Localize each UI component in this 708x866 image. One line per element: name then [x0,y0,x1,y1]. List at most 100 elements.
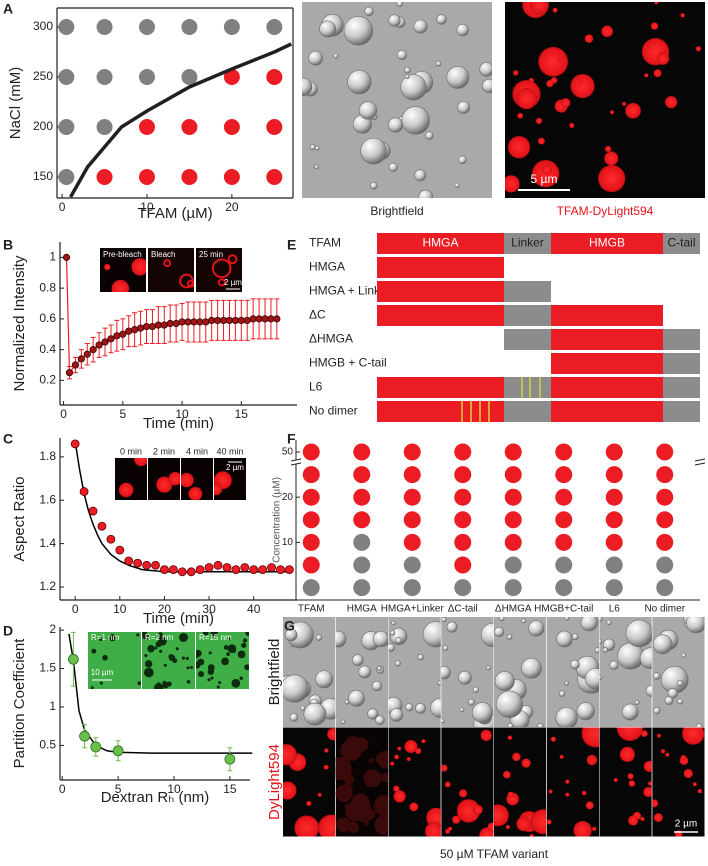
data-point [223,119,240,135]
droplet [227,644,237,653]
droplet [644,73,649,78]
droplet [441,764,448,772]
droplet [665,752,670,757]
droplet [573,820,592,837]
droplet [217,278,226,287]
droplet [564,680,570,686]
phase-dot [353,443,371,461]
y-tick-label: 20 [282,492,294,503]
droplet [181,656,185,660]
droplet [210,632,216,637]
droplet [185,656,189,661]
droplet [441,665,451,680]
micrograph [283,727,336,837]
x-tick-label: HMGA [347,604,377,615]
micrograph [196,248,242,292]
phase-dot [353,511,371,529]
phase-dot [605,443,623,461]
droplet [186,279,194,288]
x-tick-label: 10 [167,782,181,796]
micrograph [148,458,180,500]
droplet [241,642,247,648]
image-caption: TFAM-DyLight594 [557,204,654,218]
axis-break [291,460,301,464]
droplet [283,781,297,800]
data-point [168,565,178,575]
domain-bar [551,377,663,398]
droplet [486,665,491,671]
domain-bar [551,305,663,326]
x-tick-label: 15 [235,407,249,421]
droplet [653,813,663,822]
droplet [599,639,603,645]
droplet [437,680,441,686]
data-point [195,565,205,575]
droplet [227,254,238,265]
droplet [643,760,652,772]
micrograph [652,617,705,727]
droplet [314,145,320,151]
droplet [507,723,514,727]
axis-break [290,458,302,466]
droplet [481,78,492,94]
phase-dot [302,443,320,461]
droplet [341,783,353,796]
droplet [210,676,214,680]
droplet [396,49,408,61]
domain-bar [504,401,551,422]
droplet [446,621,458,633]
droplet [697,788,703,794]
droplet [506,634,513,640]
droplet [580,617,598,632]
droplet [616,727,643,742]
micrograph [115,458,147,500]
data-point [208,316,216,325]
phase-dot [504,511,522,529]
droplet [188,486,203,500]
phase-dot [403,443,421,461]
droplet [157,632,163,638]
droplet [521,618,527,624]
phase-dot [454,466,472,484]
y-tick-label: 2 [49,622,56,636]
data-point [148,322,157,331]
droplet [360,137,387,165]
data-point [267,563,276,572]
inset-label: 0 min [120,446,142,456]
droplet [494,626,505,637]
y-axis-label: NaCl (mM) [7,67,24,140]
domain-bar [504,329,551,350]
y-tick-label: 0.5 [39,738,56,752]
inset-label: Bleach [151,250,175,259]
data-point [181,69,198,85]
droplet [529,833,534,837]
y-tick-label: 1 [49,699,56,713]
micrograph-bg [148,248,194,292]
data-point [231,565,241,575]
data-point [240,563,250,572]
data-point [166,319,174,328]
droplet [214,483,223,496]
droplet [680,754,687,761]
droplet [388,643,395,652]
phase-dot [504,533,522,551]
x-tick-label: 10 [113,602,127,616]
droplet [513,70,519,76]
data-point [178,318,186,326]
data-point [101,338,109,346]
phase-dot [656,511,674,529]
y-tick-label: 1 [49,250,56,264]
droplet [517,112,523,119]
droplet [521,657,542,679]
micrograph [599,727,652,837]
droplet [516,88,537,110]
data-point [266,69,283,85]
phase-dot [353,533,371,551]
droplet [656,52,670,65]
x-tick-label: HMGB+C-tail [534,604,593,615]
droplet [377,750,388,769]
phase-dot [605,511,623,529]
data-point [138,169,155,185]
micrograph [388,727,441,837]
y-tick-label: 1.4 [39,536,56,550]
